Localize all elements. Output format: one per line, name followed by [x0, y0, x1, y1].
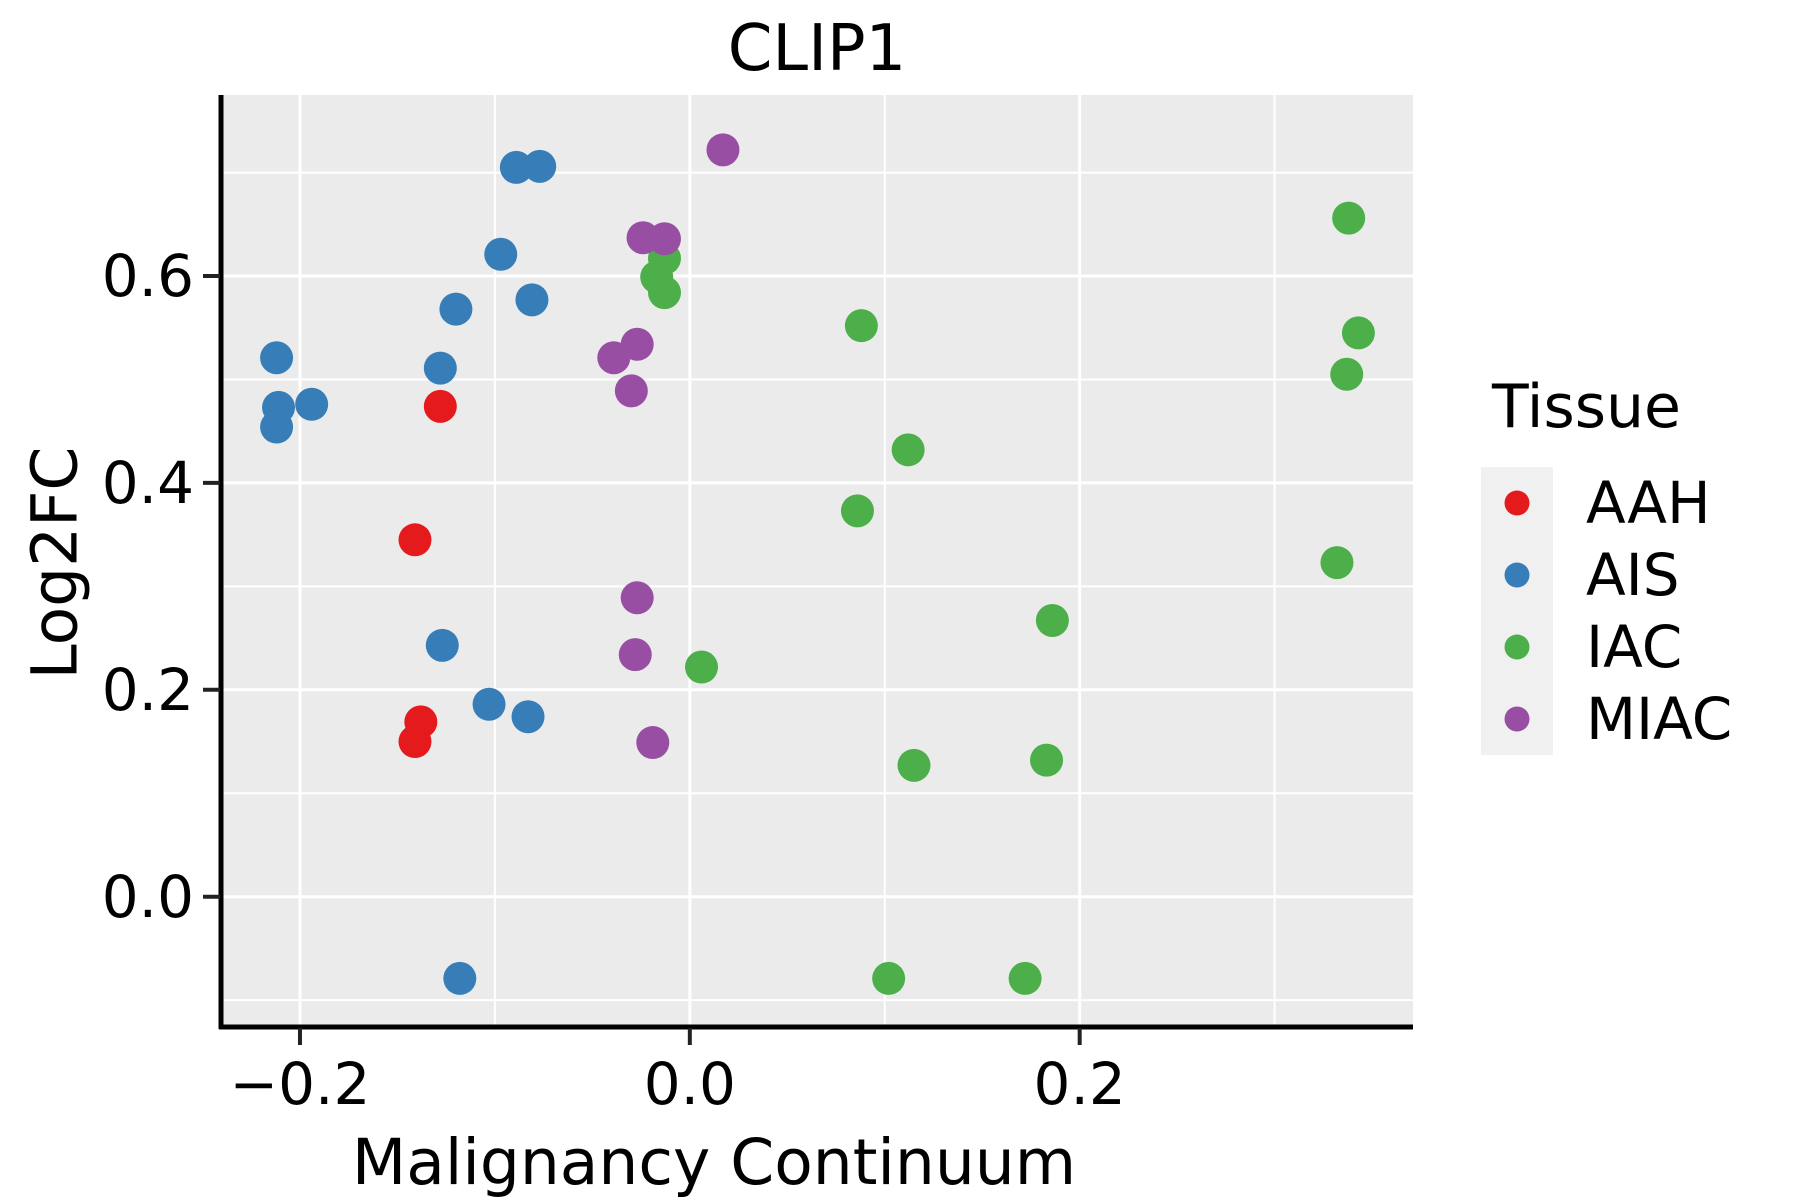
legend-label-AAH: AAH	[1586, 469, 1711, 537]
point-IAC	[1332, 201, 1366, 235]
point-AIS	[484, 237, 518, 271]
point-IAC	[685, 650, 719, 684]
point-AIS	[443, 961, 477, 995]
point-IAC	[897, 748, 931, 782]
point-AIS	[423, 351, 457, 385]
point-IAC	[1035, 603, 1069, 637]
x-tick-label: −0.2	[229, 1050, 371, 1118]
point-IAC	[1030, 743, 1064, 777]
point-AAH	[398, 725, 432, 759]
legend-dot-MIAC	[1504, 706, 1530, 732]
point-MIAC	[597, 341, 631, 375]
y-tick-label: 0.2	[101, 655, 194, 724]
x-tick-label: 0.0	[643, 1050, 736, 1118]
point-AIS	[472, 687, 506, 721]
point-IAC	[891, 433, 925, 467]
point-AIS	[425, 628, 459, 662]
point-MIAC	[620, 581, 654, 615]
point-IAC	[1320, 546, 1354, 580]
point-AIS	[439, 292, 473, 326]
legend-label-IAC: IAC	[1586, 613, 1683, 681]
x-axis-title: Malignancy Continuum	[351, 1126, 1077, 1199]
point-AIS	[511, 700, 545, 734]
point-AAH	[423, 389, 457, 423]
point-MIAC	[614, 374, 648, 408]
legend-dot-AIS	[1504, 562, 1530, 588]
legend-dot-IAC	[1504, 634, 1530, 660]
y-axis-title: Log2FC	[18, 446, 92, 680]
legend-dot-AAH	[1504, 490, 1530, 516]
y-tick-label: 0.4	[101, 448, 194, 517]
point-IAC	[647, 276, 681, 310]
point-AIS	[260, 410, 294, 444]
point-IAC	[844, 309, 878, 343]
point-AAH	[398, 523, 432, 557]
legend-label-MIAC: MIAC	[1586, 685, 1733, 753]
point-AIS	[260, 341, 294, 375]
point-MIAC	[706, 133, 740, 167]
point-IAC	[1008, 961, 1042, 995]
point-MIAC	[647, 222, 681, 256]
point-IAC	[1330, 357, 1364, 391]
y-tick-label: 0.0	[101, 862, 194, 931]
y-tick-label: 0.6	[101, 242, 194, 311]
x-tick-label: 0.2	[1033, 1050, 1126, 1118]
point-MIAC	[636, 726, 670, 760]
point-AIS	[295, 387, 329, 421]
point-MIAC	[618, 638, 652, 672]
point-IAC	[1341, 316, 1375, 350]
point-IAC	[872, 961, 906, 995]
plot-panel	[222, 95, 1413, 1026]
plot-title: CLIP1	[727, 12, 907, 86]
point-IAC	[840, 494, 874, 528]
point-AIS	[515, 283, 549, 317]
point-AIS	[523, 149, 557, 183]
legend-title: Tissue	[1492, 372, 1681, 442]
point-AIS	[499, 150, 533, 184]
legend-label-AIS: AIS	[1586, 541, 1680, 609]
